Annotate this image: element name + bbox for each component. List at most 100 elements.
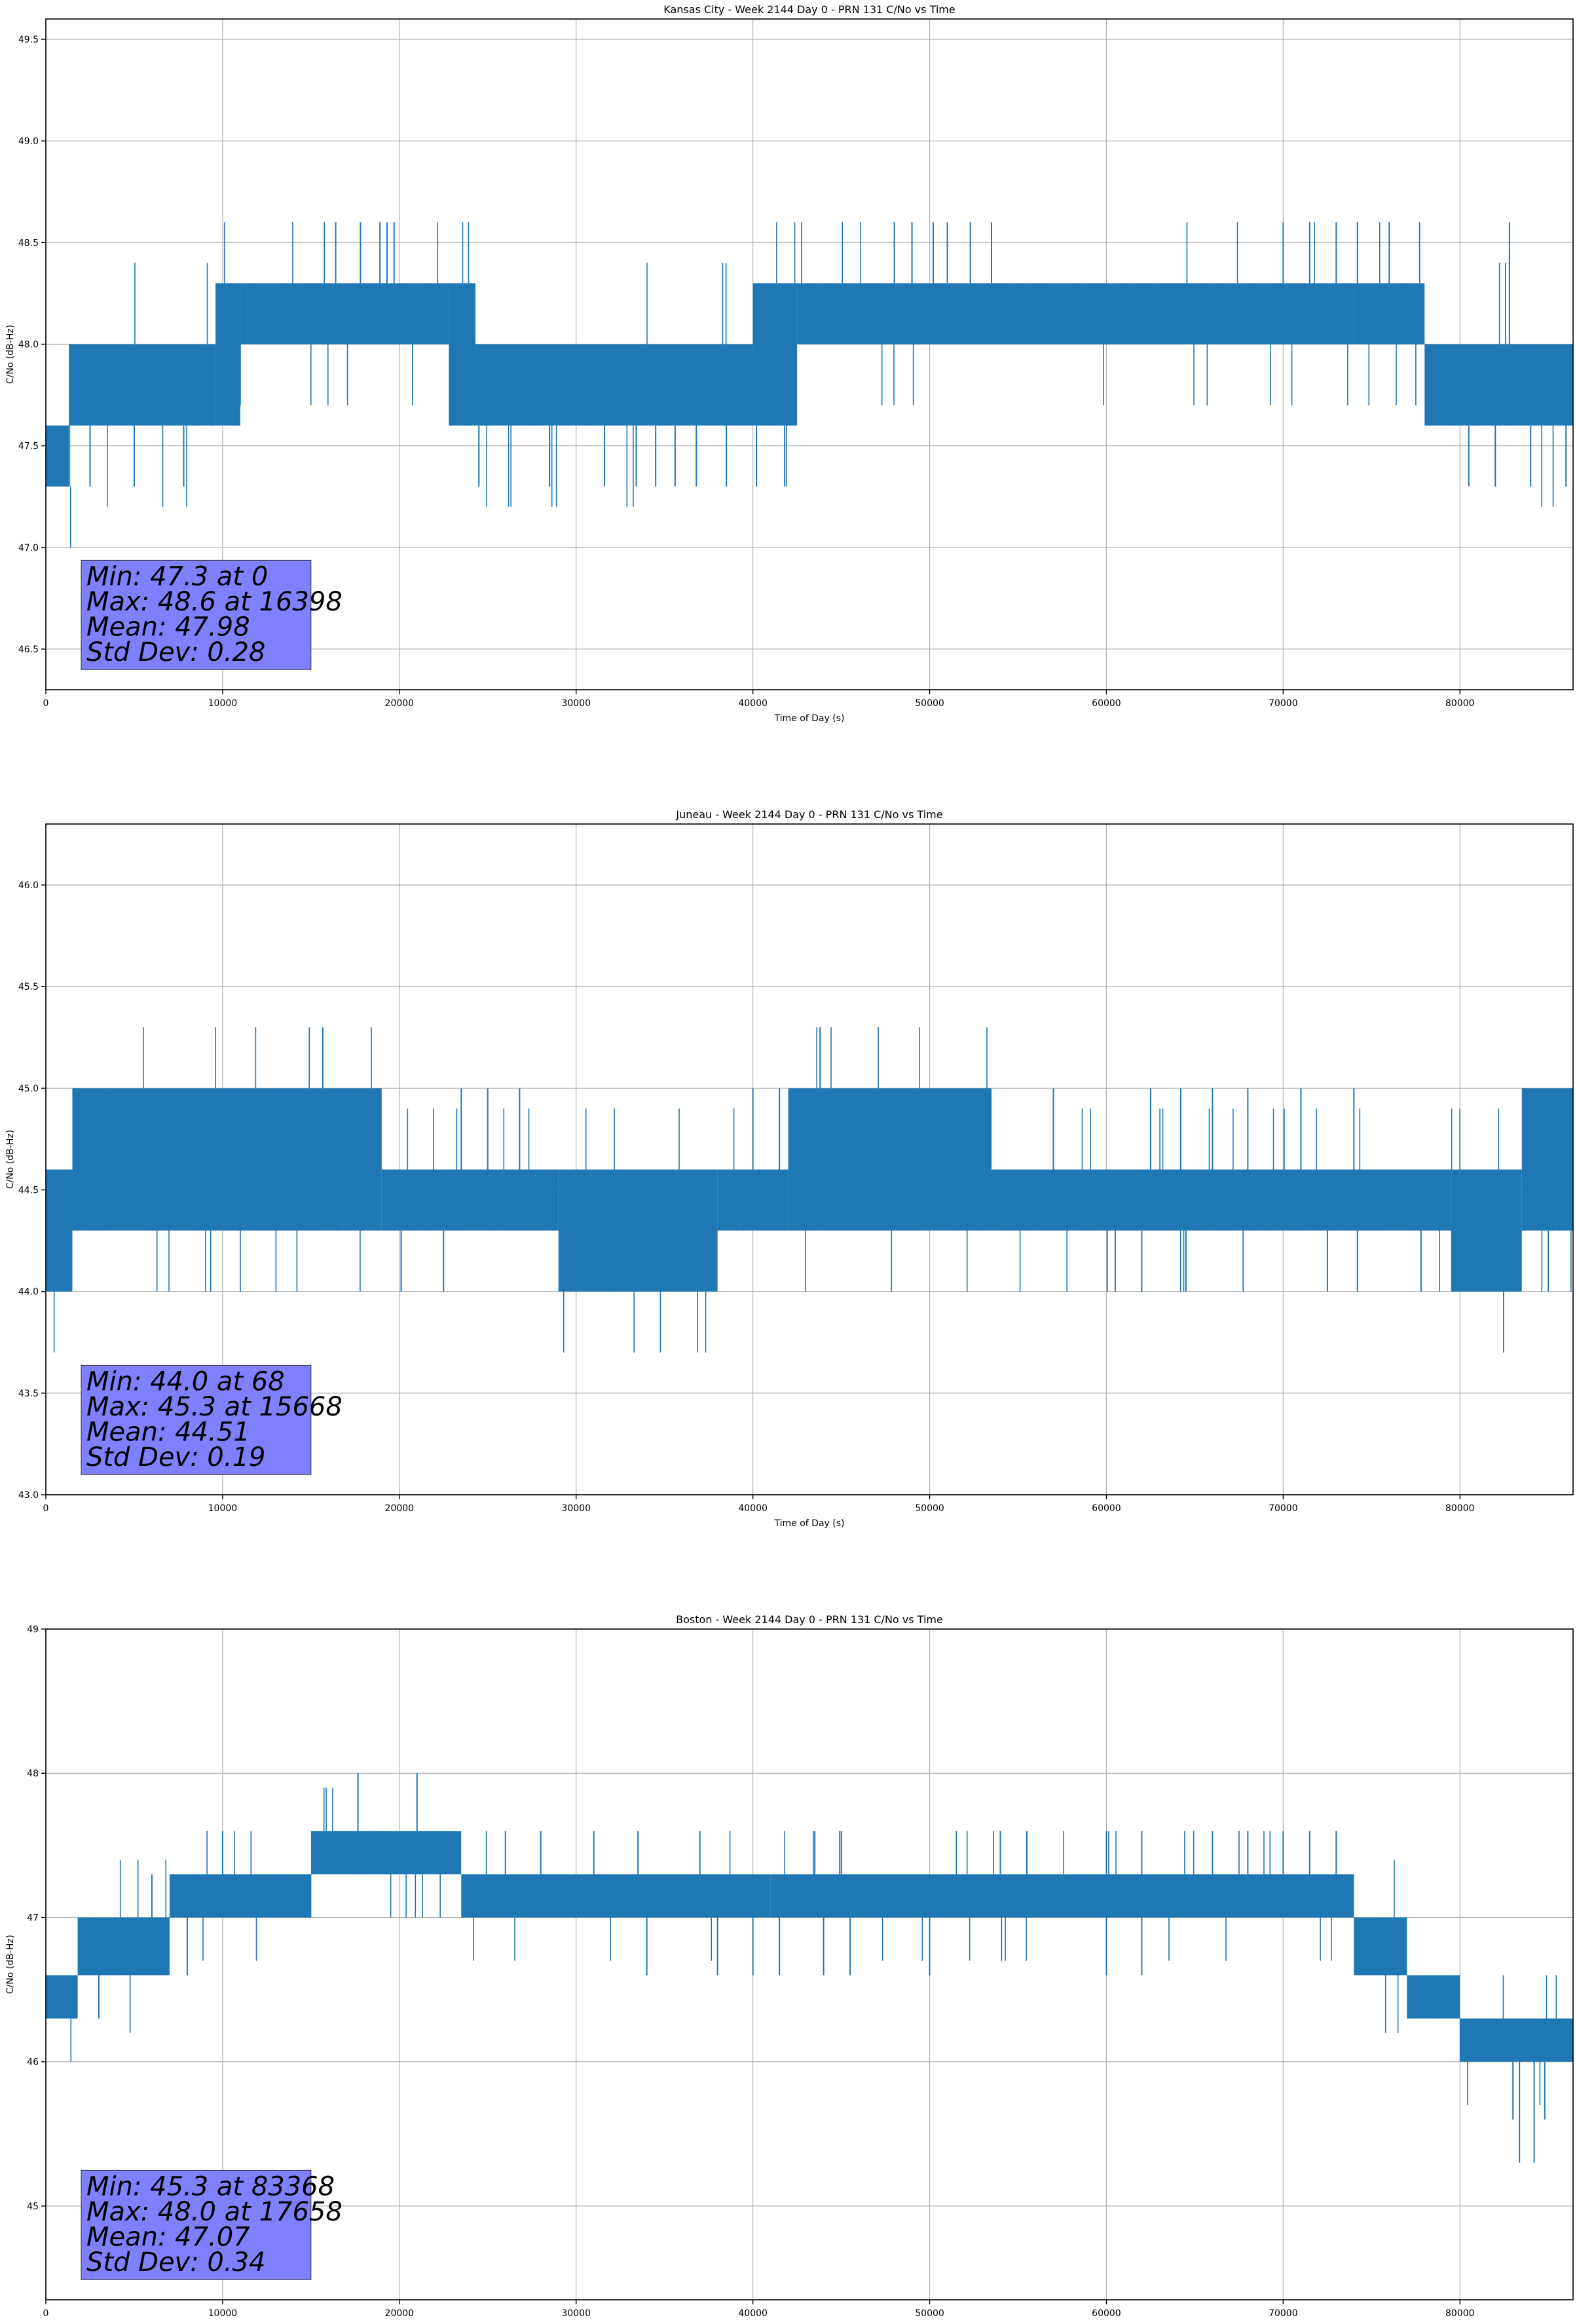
x-tick-label: 20000 <box>385 2308 415 2319</box>
series-band <box>717 1169 788 1231</box>
series-line <box>46 1773 1573 2163</box>
series-band <box>449 283 475 426</box>
x-tick-label: 40000 <box>738 698 768 709</box>
series-line <box>46 222 1573 548</box>
x-tick-label: 80000 <box>1445 2308 1475 2319</box>
series-band <box>1451 1169 1522 1292</box>
series-band <box>752 283 798 426</box>
stats-line: Std Dev: 0.34 <box>86 2247 266 2277</box>
x-tick-label: 60000 <box>1092 2308 1121 2319</box>
y-tick-label: 44.5 <box>18 1186 39 1196</box>
stats-box-bg <box>81 559 312 670</box>
x-tick-label: 40000 <box>738 1503 768 1514</box>
plot-frame <box>45 1628 1574 2300</box>
stats-line: Mean: 44.51 <box>86 1417 250 1447</box>
x-tick-label: 70000 <box>1269 2308 1298 2319</box>
y-tick-label: 45.0 <box>18 1083 39 1094</box>
x-axis: 0 10000 20000 30000 40000 50000 60000 70000 8000… <box>43 1495 1475 1514</box>
y-tick-label: 44.0 <box>18 1287 39 1298</box>
y-tick-label: 48 <box>27 1769 39 1779</box>
series-band <box>222 1088 382 1231</box>
stats-line: Max: 45.3 at 15668 <box>86 1392 343 1422</box>
y-tick-label: 43.0 <box>18 1490 39 1501</box>
stats-line: Mean: 47.07 <box>86 2222 250 2252</box>
x-tick-label: 40000 <box>738 2308 768 2319</box>
x-tick-label: 30000 <box>561 698 591 709</box>
y-tick-label: 47.5 <box>18 441 39 452</box>
y-tick-label: 49.0 <box>18 136 39 147</box>
chart-title: Kansas City - Week 2144 Day 0 - PRN 131 … <box>663 3 955 16</box>
series-line <box>46 1027 1573 1353</box>
series-band <box>69 344 216 426</box>
x-tick-label: 30000 <box>561 1503 591 1514</box>
x-tick-label: 50000 <box>915 1503 944 1514</box>
stats-line: Max: 48.0 at 17658 <box>86 2197 343 2227</box>
x-tick-label: 80000 <box>1445 698 1475 709</box>
x-tick-label: 10000 <box>208 698 238 709</box>
chart-panel-2: 0 10000 20000 30000 40000 50000 60000 70000 8000… <box>5 1613 1574 2324</box>
x-tick-label: 80000 <box>1445 1503 1475 1514</box>
x-axis-label: Time of Day (s) <box>774 713 845 724</box>
chart-panel-0: 0 10000 20000 30000 40000 50000 60000 70000 8000… <box>5 3 1574 724</box>
y-tick-label: 49 <box>27 1624 39 1635</box>
series-band <box>77 1917 170 1976</box>
y-tick-label: 47.0 <box>18 543 39 553</box>
series-band <box>381 1169 559 1231</box>
x-tick-label: 0 <box>43 2308 49 2319</box>
stats-box-bg <box>81 1364 312 1475</box>
series-band <box>46 1975 78 2019</box>
x-tick-label: 20000 <box>385 1503 415 1514</box>
series-band <box>1354 283 1425 345</box>
x-tick-label: 0 <box>43 698 49 709</box>
x-axis-label: Time of Day (s) <box>774 1518 845 1529</box>
y-axis: 43.0 43.5 44.0 44.5 45.0 45.5 46.0 <box>18 880 46 1501</box>
x-tick-label: 30000 <box>561 2308 591 2319</box>
series-band <box>797 283 1354 345</box>
y-axis-label: C/No (dB-Hz) <box>5 325 16 384</box>
x-tick-label: 10000 <box>208 2308 238 2319</box>
y-axis: 46.5 47.0 47.5 48.0 48.5 49.0 49.5 <box>18 35 46 655</box>
y-tick-label: 45 <box>27 2202 39 2212</box>
plot-frame <box>45 18 1574 690</box>
stats-line: Min: 44.0 at 68 <box>86 1366 285 1396</box>
series-band <box>1354 1917 1407 1976</box>
y-tick-label: 46.5 <box>18 645 39 655</box>
series-band <box>72 1088 223 1231</box>
y-axis-label: C/No (dB-Hz) <box>5 1935 16 1994</box>
series-band <box>46 425 69 487</box>
x-tick-label: 50000 <box>915 2308 944 2319</box>
series-texture <box>48 1027 1572 1353</box>
x-tick-label: 60000 <box>1092 1503 1121 1514</box>
series-band <box>770 1874 1354 1918</box>
series-band <box>169 1874 311 1918</box>
x-axis: 0 10000 20000 30000 40000 50000 60000 70000 8000… <box>43 2300 1475 2319</box>
series-band <box>46 1169 73 1292</box>
plot-frame <box>45 823 1574 1495</box>
stats-box-bg <box>81 2169 312 2280</box>
x-tick-label: 50000 <box>915 698 944 709</box>
y-tick-label: 49.5 <box>18 35 39 45</box>
series-band <box>1407 1975 1460 2019</box>
x-tick-label: 70000 <box>1269 1503 1298 1514</box>
stats-line: Mean: 47.98 <box>86 612 250 642</box>
y-tick-label: 46.0 <box>18 880 39 891</box>
series-texture <box>57 1788 1568 2105</box>
stats-line: Std Dev: 0.19 <box>86 1442 266 1472</box>
x-tick-label: 70000 <box>1269 698 1298 709</box>
y-axis-label: C/No (dB-Hz) <box>5 1130 16 1189</box>
y-tick-label: 47 <box>27 1913 39 1923</box>
x-tick-label: 60000 <box>1092 698 1121 709</box>
stats-line: Min: 45.3 at 83368 <box>86 2171 335 2202</box>
series-texture <box>51 222 1570 548</box>
x-tick-label: 10000 <box>208 1503 238 1514</box>
chart-panel-1: 0 10000 20000 30000 40000 50000 60000 70000 8000… <box>5 808 1574 1529</box>
chart-title: Boston - Week 2144 Day 0 - PRN 131 C/No … <box>676 1613 943 1626</box>
series-band <box>240 283 449 345</box>
series-band <box>992 1169 1451 1231</box>
y-tick-label: 45.5 <box>18 982 39 992</box>
series-band <box>788 1088 992 1231</box>
